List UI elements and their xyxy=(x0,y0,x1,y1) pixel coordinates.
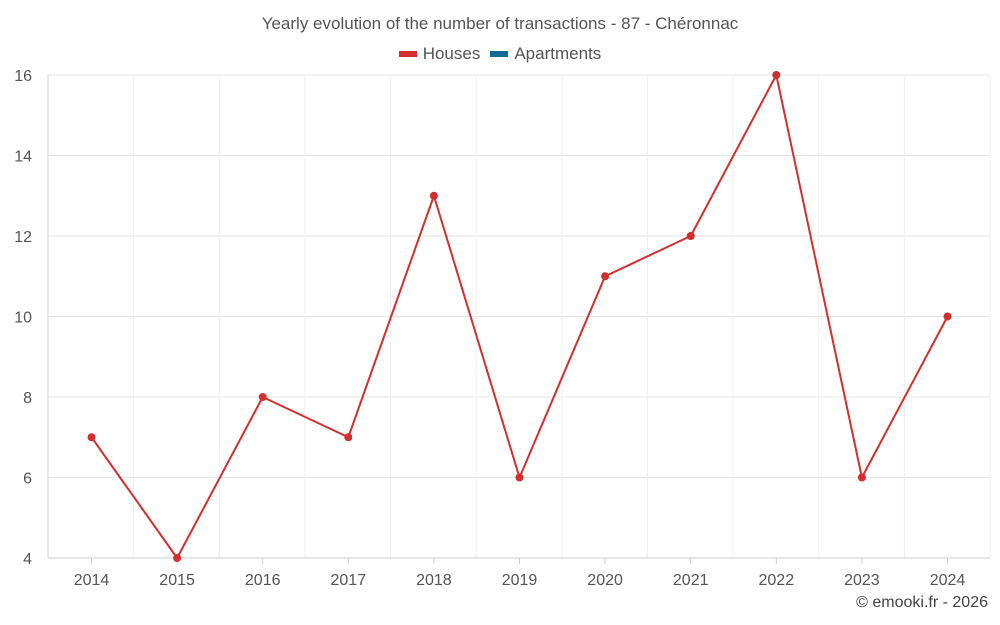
legend-swatch-houses xyxy=(398,51,417,57)
x-tick-label: 2024 xyxy=(930,572,966,589)
y-tick-label: 10 xyxy=(14,310,32,327)
data-point-houses xyxy=(258,393,267,401)
x-tick-label: 2021 xyxy=(673,572,709,589)
data-point-houses xyxy=(173,554,182,562)
data-point-houses xyxy=(87,433,96,442)
y-tick-label: 16 xyxy=(14,68,32,85)
x-tick-label: 2016 xyxy=(245,572,281,589)
legend-swatch-apartments xyxy=(490,51,509,57)
data-point-houses xyxy=(857,473,866,482)
data-point-houses xyxy=(515,473,524,482)
data-point-houses xyxy=(344,433,353,442)
x-tick-label: 2018 xyxy=(416,572,452,589)
y-tick-label: 14 xyxy=(14,149,32,166)
x-tick-label: 2019 xyxy=(502,572,538,589)
y-tick-label: 12 xyxy=(14,229,32,246)
legend-label-apartments: Apartments xyxy=(514,44,602,63)
credit-text: © emooki.fr - 2026 xyxy=(856,594,988,611)
legend: Houses Apartments xyxy=(0,44,1000,64)
y-tick-label: 8 xyxy=(23,390,32,407)
legend-label-houses: Houses xyxy=(422,44,481,63)
x-tick-label: 2014 xyxy=(74,572,110,589)
chart-title: Yearly evolution of the number of transa… xyxy=(261,14,739,33)
y-tick-label: 6 xyxy=(23,471,32,488)
x-tick-label: 2020 xyxy=(587,572,623,589)
x-tick-label: 2023 xyxy=(844,572,880,589)
legend-item-houses[interactable]: Houses xyxy=(398,44,481,64)
data-point-houses xyxy=(772,71,781,79)
x-tick-label: 2015 xyxy=(159,572,195,589)
data-point-houses xyxy=(943,312,952,321)
x-tick-label: 2022 xyxy=(759,572,795,589)
data-point-houses xyxy=(601,272,610,281)
x-tick-label: 2017 xyxy=(331,572,367,589)
data-point-houses xyxy=(429,191,438,200)
data-point-houses xyxy=(686,232,695,240)
y-tick-label: 4 xyxy=(23,551,32,568)
legend-item-apartments[interactable]: Apartments xyxy=(490,44,601,64)
